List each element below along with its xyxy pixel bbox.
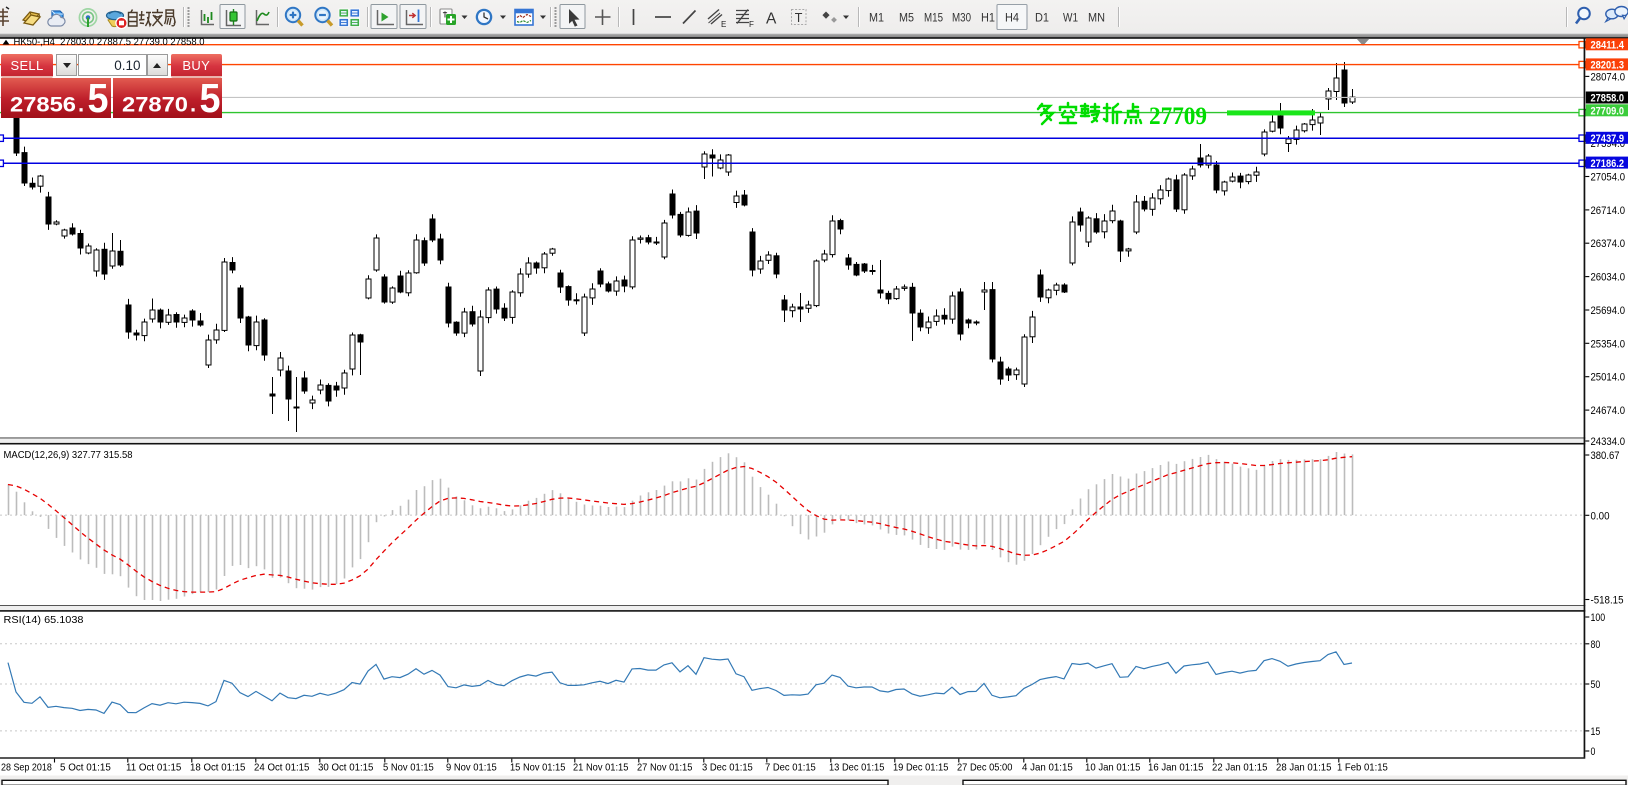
svg-text:M1: M1 (869, 13, 884, 25)
svg-text:28 Jan 01:15: 28 Jan 01:15 (1276, 762, 1332, 774)
svg-text:D1: D1 (1035, 13, 1049, 25)
svg-text:9 Nov 01:15: 9 Nov 01:15 (446, 762, 497, 774)
svg-text:380.67: 380.67 (1591, 450, 1620, 462)
svg-text:.: . (190, 92, 196, 117)
svg-text:100: 100 (1591, 612, 1606, 624)
svg-text:27858.0: 27858.0 (1591, 93, 1625, 105)
svg-text:80: 80 (1591, 639, 1601, 651)
svg-text:MN: MN (1088, 13, 1105, 25)
svg-text:5 Nov 01:15: 5 Nov 01:15 (383, 762, 434, 774)
svg-text:16 Jan 01:15: 16 Jan 01:15 (1148, 762, 1204, 774)
svg-text:25694.0: 25694.0 (1591, 305, 1626, 317)
svg-text:RSI(14) 65.1038: RSI(14) 65.1038 (4, 614, 84, 626)
svg-text:H1: H1 (981, 13, 995, 25)
svg-text:24 Oct 01:15: 24 Oct 01:15 (254, 762, 310, 774)
svg-text:27 Dec 05:00: 27 Dec 05:00 (957, 762, 1013, 774)
svg-text:22 Jan 01:15: 22 Jan 01:15 (1212, 762, 1268, 774)
svg-text:10 Jan 01:15: 10 Jan 01:15 (1085, 762, 1141, 774)
svg-text:W1: W1 (1063, 13, 1078, 25)
svg-text:27 Nov 01:15: 27 Nov 01:15 (637, 762, 693, 774)
svg-text:25014.0: 25014.0 (1591, 372, 1626, 384)
svg-text:21 Nov 01:15: 21 Nov 01:15 (573, 762, 629, 774)
svg-text:27709.0: 27709.0 (1591, 106, 1625, 118)
svg-text:0: 0 (1591, 746, 1596, 758)
svg-text:27870: 27870 (122, 93, 188, 117)
svg-text:27437.9: 27437.9 (1591, 133, 1625, 145)
svg-text:E: E (721, 20, 726, 29)
svg-text:50: 50 (1591, 679, 1601, 691)
svg-text:30 Oct 01:15: 30 Oct 01:15 (318, 762, 374, 774)
svg-text:A: A (766, 11, 777, 28)
svg-text:5 Oct 01:15: 5 Oct 01:15 (60, 762, 111, 774)
svg-text:.: . (78, 92, 84, 117)
svg-text:T: T (795, 11, 803, 25)
svg-text:5: 5 (88, 78, 109, 118)
svg-text:-518.15: -518.15 (1591, 595, 1624, 607)
svg-text:1 Feb 01:15: 1 Feb 01:15 (1337, 762, 1388, 774)
svg-text:11 Oct 01:15: 11 Oct 01:15 (126, 762, 182, 774)
svg-text:28 Sep 2018: 28 Sep 2018 (1, 762, 52, 774)
svg-text:MACD(12,26,9) 327.77 315.58: MACD(12,26,9) 327.77 315.58 (4, 449, 133, 461)
svg-text:26374.0: 26374.0 (1591, 238, 1626, 250)
svg-text:27054.0: 27054.0 (1591, 172, 1626, 184)
svg-text:27186.2: 27186.2 (1591, 158, 1625, 170)
svg-text:24334.0: 24334.0 (1591, 436, 1626, 448)
svg-text:28411.4: 28411.4 (1591, 40, 1625, 52)
svg-text:19 Dec 01:15: 19 Dec 01:15 (893, 762, 949, 774)
svg-text:15 Nov 01:15: 15 Nov 01:15 (510, 762, 566, 774)
svg-text:HK50-,H4 27803.0 27887.5 2773: HK50-,H4 27803.0 27887.5 27739.0 27858.0 (14, 36, 205, 48)
svg-text:F: F (749, 20, 754, 29)
svg-text:28074.0: 28074.0 (1591, 71, 1626, 83)
svg-text:18 Oct 01:15: 18 Oct 01:15 (190, 762, 246, 774)
svg-text:H4: H4 (1005, 13, 1020, 25)
svg-text:M30: M30 (952, 13, 971, 25)
svg-text:0.00: 0.00 (1591, 510, 1610, 522)
svg-text:M15: M15 (924, 13, 943, 25)
svg-text:24674.0: 24674.0 (1591, 405, 1626, 417)
svg-text:27709: 27709 (1149, 103, 1207, 130)
svg-text:M5: M5 (899, 13, 914, 25)
svg-text:7 Dec 01:15: 7 Dec 01:15 (765, 762, 816, 774)
svg-text:13 Dec 01:15: 13 Dec 01:15 (829, 762, 885, 774)
svg-text:3 Dec 01:15: 3 Dec 01:15 (702, 762, 753, 774)
svg-text:15: 15 (1591, 726, 1601, 738)
svg-text:26034.0: 26034.0 (1591, 272, 1626, 284)
svg-text:28201.3: 28201.3 (1591, 60, 1625, 72)
svg-text:25354.0: 25354.0 (1591, 338, 1626, 350)
svg-text:5: 5 (200, 78, 221, 118)
svg-text:27856: 27856 (10, 93, 76, 117)
svg-text:4 Jan 01:15: 4 Jan 01:15 (1022, 762, 1073, 774)
svg-text:26714.0: 26714.0 (1591, 205, 1626, 217)
